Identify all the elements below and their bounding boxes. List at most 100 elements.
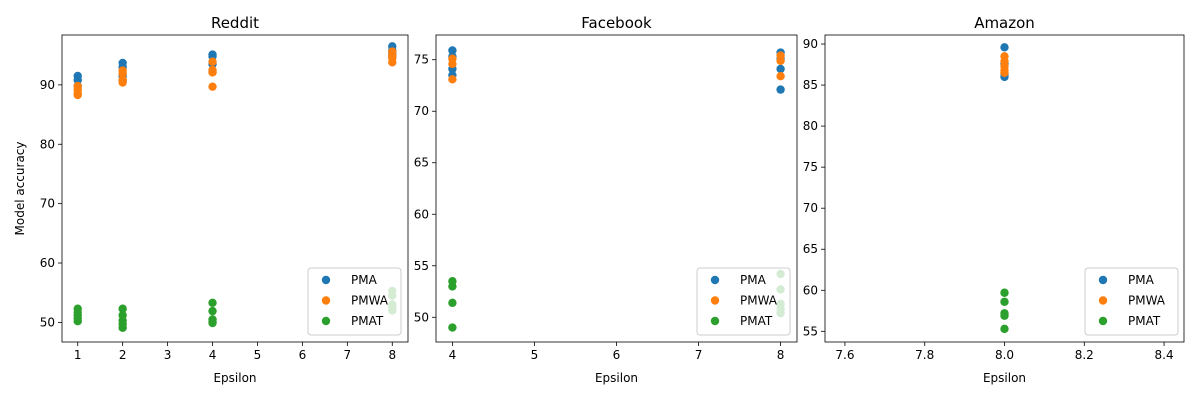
legend-marker-pmwa <box>321 296 331 305</box>
y-tick-label: 50 <box>414 310 429 324</box>
point-pmat <box>118 323 127 332</box>
chart-title: Facebook <box>581 14 652 32</box>
point-pmwa <box>448 75 457 84</box>
x-tick-label: 7.6 <box>835 348 854 362</box>
y-tick-label: 70 <box>414 104 429 118</box>
legend-marker-pma <box>1098 275 1108 285</box>
legend-label-pmat: PMAT <box>351 314 384 328</box>
legend-marker-pmat <box>710 316 720 326</box>
point-pmwa <box>388 58 397 67</box>
point-pmat <box>73 317 82 326</box>
point-pmat <box>208 298 217 308</box>
legend-label-pmat: PMAT <box>1128 314 1161 328</box>
y-tick-label: 80 <box>40 137 55 151</box>
x-tick-label: 4 <box>449 348 457 362</box>
point-pmwa <box>776 56 785 65</box>
y-tick-label: 90 <box>40 78 55 92</box>
legend-marker-pmwa <box>1098 296 1108 305</box>
y-tick-label: 90 <box>803 37 818 51</box>
x-tick-label: 8.4 <box>1155 348 1174 362</box>
legend-label-pmwa: PMWA <box>351 294 389 308</box>
point-pma <box>73 75 82 85</box>
y-tick-label: 65 <box>414 156 429 170</box>
y-tick-label: 50 <box>40 315 55 329</box>
legend-marker-pmat <box>321 316 331 326</box>
point-pmwa <box>776 72 785 81</box>
legend-marker-pma <box>321 275 331 285</box>
legend-box <box>696 267 791 336</box>
y-tick-label: 75 <box>414 53 429 67</box>
x-tick-label: 8 <box>777 348 785 362</box>
point-pmat <box>208 318 217 328</box>
panel-amazon: Amazon 7.6 7.8 8.0 8.2 8.4 55 60 65 70 75 80 85 90 Eps… <box>803 14 1185 385</box>
y-tick-label: 65 <box>803 242 818 256</box>
legend-box <box>1084 267 1179 336</box>
point-pmwa <box>73 90 82 100</box>
point-pmwa <box>208 82 217 91</box>
y-tick-label: 85 <box>803 78 818 92</box>
legend: PMA PMWA PMAT <box>1084 267 1179 336</box>
y-tick-label: 75 <box>803 160 818 174</box>
point-pmwa <box>118 78 127 87</box>
x-tick-label: 7 <box>344 348 352 362</box>
y-tick-label: 55 <box>414 259 429 273</box>
x-tick-label: 8 <box>388 348 396 362</box>
legend-label-pmwa: PMWA <box>740 294 778 308</box>
point-pmat <box>118 304 127 313</box>
y-tick-label: 80 <box>803 119 818 133</box>
point-pma <box>448 46 457 55</box>
x-axis-label: Epsilon <box>983 371 1026 385</box>
x-tick-label: 8.2 <box>1075 348 1094 362</box>
y-axis-label: Model accuracy <box>13 142 27 236</box>
legend: PMA PMWA PMAT <box>307 267 402 336</box>
x-tick-label: 4 <box>209 348 217 362</box>
x-tick-label: 7 <box>695 348 703 362</box>
axes-frame <box>61 34 409 343</box>
point-pmwa <box>208 68 217 77</box>
legend-label-pmat: PMAT <box>740 314 773 328</box>
x-tick-label: 8.0 <box>995 348 1014 362</box>
chart-title: Amazon <box>974 14 1035 32</box>
legend-marker-pmat <box>1098 316 1108 326</box>
x-tick-label: 5 <box>254 348 262 362</box>
y-tick-label: 70 <box>803 201 818 215</box>
y-tick-label: 60 <box>803 283 818 297</box>
legend-marker-pma <box>710 275 720 285</box>
point-pmat <box>448 282 457 291</box>
panel-reddit: Reddit 1 2 3 4 5 6 7 8 50 60 70 80 90 Epsilon Model acc… <box>13 14 409 385</box>
x-tick-label: 6 <box>299 348 307 362</box>
legend: PMA PMWA PMAT <box>696 267 791 336</box>
point-pma <box>776 85 785 94</box>
point-pmat <box>1000 288 1009 297</box>
x-tick-label: 3 <box>164 348 172 362</box>
point-pmwa <box>118 69 127 78</box>
x-tick-label: 6 <box>613 348 621 362</box>
point-pmat <box>1000 324 1009 334</box>
chart-title: Reddit <box>211 14 259 32</box>
axes-frame <box>435 34 798 343</box>
point-pma <box>776 64 785 74</box>
legend-label-pma: PMA <box>351 273 378 287</box>
point-pmat <box>208 306 217 316</box>
point-pma <box>1000 43 1009 52</box>
point-pmwa <box>208 57 217 66</box>
legend-marker-pmwa <box>710 296 720 305</box>
point-pmat <box>1000 297 1009 306</box>
legend-label-pmwa: PMWA <box>1128 294 1166 308</box>
y-tick-label: 55 <box>803 324 818 338</box>
point-pmat <box>448 323 457 332</box>
x-tick-label: 1 <box>74 348 82 362</box>
point-pmat <box>448 298 457 308</box>
x-tick-label: 2 <box>119 348 127 362</box>
point-pmwa <box>1000 68 1009 77</box>
point-pmat <box>1000 311 1009 320</box>
axes-frame <box>824 34 1185 343</box>
y-tick-label: 60 <box>40 256 55 270</box>
y-tick-label: 60 <box>414 207 429 221</box>
x-axis-label: Epsilon <box>213 371 256 385</box>
legend-label-pma: PMA <box>1128 273 1155 287</box>
x-axis-label: Epsilon <box>595 371 638 385</box>
point-pmwa <box>448 59 457 69</box>
